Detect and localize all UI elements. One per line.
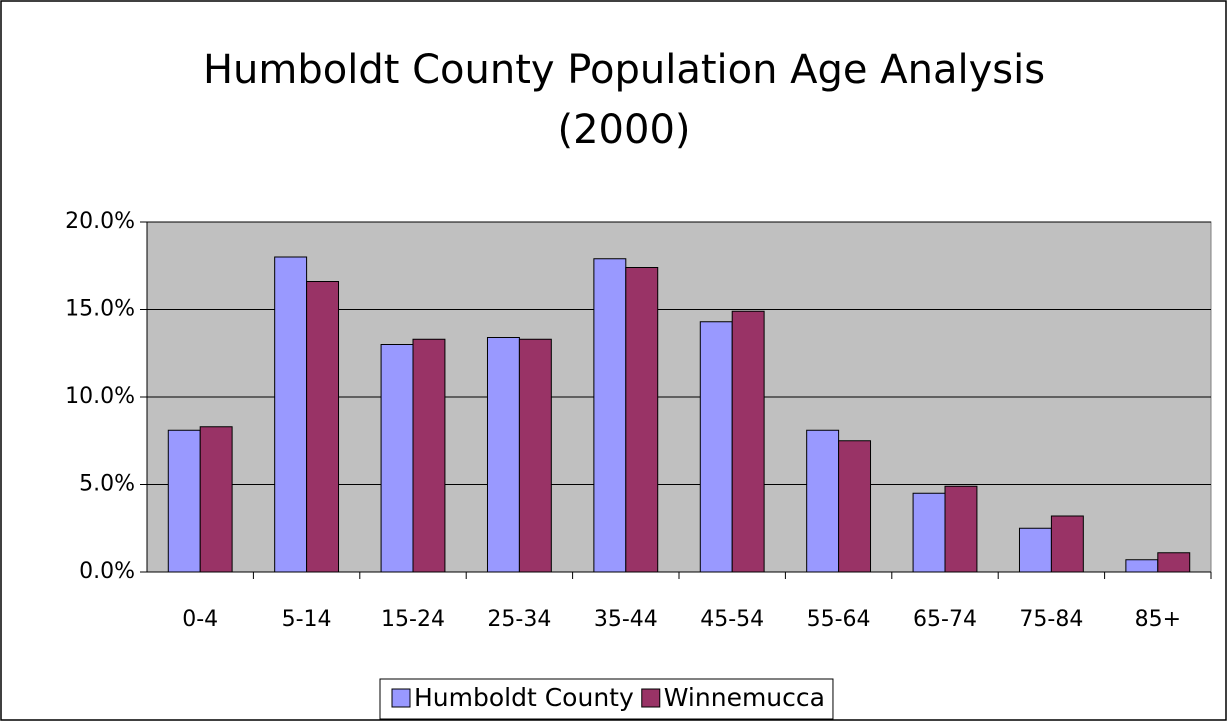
x-tick-label: 55-64 [807,607,871,632]
bar [1157,552,1191,573]
bar [1050,515,1084,573]
bar [274,256,308,573]
x-tick-label: 75-84 [1019,607,1083,632]
legend-swatch [391,688,411,708]
bar [944,485,978,573]
y-tick-label: 10.0% [65,384,135,409]
x-tick-label: 85+ [1135,607,1181,632]
legend-label: Winnemucca [664,683,825,712]
bar [806,429,840,573]
bar [486,337,520,573]
bar [306,281,340,573]
legend-label: Humboldt County [414,683,634,712]
bar [593,258,627,573]
y-tick-label: 15.0% [65,297,135,322]
bar [838,440,872,573]
x-tick-label: 65-74 [913,607,977,632]
bar [912,492,946,573]
y-tick-label: 20.0% [65,209,135,234]
x-tick-label: 15-24 [381,607,445,632]
bar [731,310,765,573]
x-tick-label: 5-14 [282,607,332,632]
legend-box [379,678,834,720]
y-tick-label: 5.0% [79,472,135,497]
bar [167,429,201,573]
x-tick-label: 45-54 [700,607,764,632]
legend-swatch [641,688,661,708]
y-tick-label: 0.0% [79,559,135,584]
chart-title: (2000) [557,107,690,153]
x-tick-label: 25-34 [487,607,551,632]
bar [412,338,446,573]
bar [380,344,414,573]
x-tick-label: 0-4 [182,607,218,632]
x-tick-label: 35-44 [594,607,658,632]
bar [699,321,733,573]
bar [1125,559,1159,573]
bar [625,267,659,573]
bar [518,338,552,573]
chart-title: Humboldt County Population Age Analysis [203,47,1045,93]
bar [199,426,233,573]
bar [1018,527,1052,573]
